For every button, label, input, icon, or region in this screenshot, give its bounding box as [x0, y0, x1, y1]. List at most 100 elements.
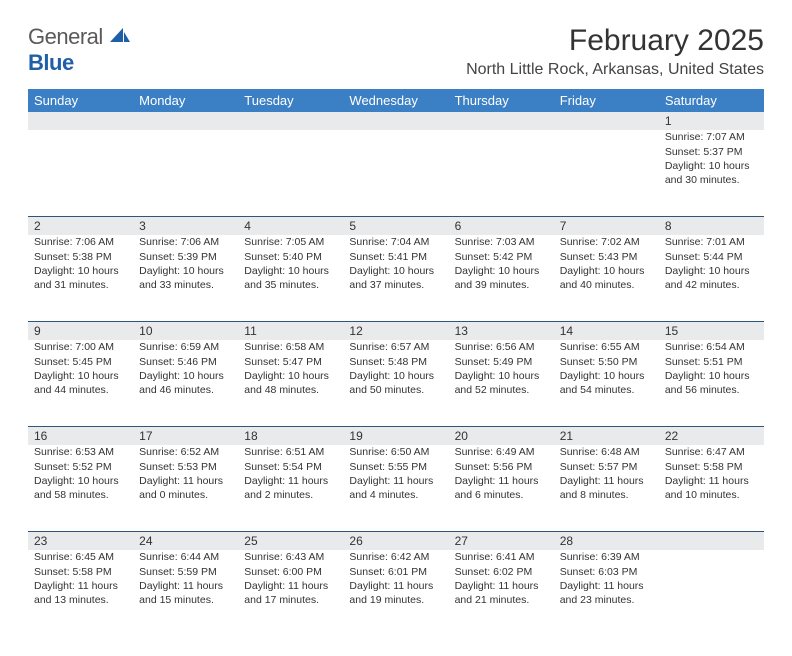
- day-number-cell: 17: [133, 426, 238, 445]
- sunset-line: Sunset: 5:58 PM: [665, 461, 758, 475]
- day-details: Sunrise: 6:42 AMSunset: 6:01 PMDaylight:…: [349, 551, 442, 608]
- sunrise-line: Sunrise: 7:03 AM: [455, 236, 548, 250]
- daynum-row: 232425262728: [28, 531, 764, 550]
- sunrise-line: Sunrise: 7:06 AM: [139, 236, 232, 250]
- day-number-cell: 18: [238, 426, 343, 445]
- sunset-line: Sunset: 5:58 PM: [34, 566, 127, 580]
- daylight-line: Daylight: 10 hours and 35 minutes.: [244, 265, 337, 292]
- day-number-cell: 4: [238, 216, 343, 235]
- title-block: February 2025 North Little Rock, Arkansa…: [466, 24, 764, 79]
- daylight-line: Daylight: 10 hours and 46 minutes.: [139, 370, 232, 397]
- day-body-cell: Sunrise: 6:54 AMSunset: 5:51 PMDaylight:…: [659, 340, 764, 426]
- day-body-cell: Sunrise: 7:07 AMSunset: 5:37 PMDaylight:…: [659, 130, 764, 216]
- sunset-line: Sunset: 5:51 PM: [665, 356, 758, 370]
- sunrise-line: Sunrise: 6:51 AM: [244, 446, 337, 460]
- day-body-cell: Sunrise: 6:56 AMSunset: 5:49 PMDaylight:…: [449, 340, 554, 426]
- daylight-line: Daylight: 10 hours and 48 minutes.: [244, 370, 337, 397]
- day-details: Sunrise: 7:02 AMSunset: 5:43 PMDaylight:…: [560, 236, 653, 293]
- day-body-cell: Sunrise: 7:04 AMSunset: 5:41 PMDaylight:…: [343, 235, 448, 321]
- sunset-line: Sunset: 5:57 PM: [560, 461, 653, 475]
- sunset-line: Sunset: 5:43 PM: [560, 251, 653, 265]
- sunset-line: Sunset: 5:50 PM: [560, 356, 653, 370]
- sunrise-line: Sunrise: 6:39 AM: [560, 551, 653, 565]
- day-number-cell: 24: [133, 531, 238, 550]
- day-number-cell: 5: [343, 216, 448, 235]
- day-body-cell: Sunrise: 6:53 AMSunset: 5:52 PMDaylight:…: [28, 445, 133, 531]
- day-body-cell: Sunrise: 6:47 AMSunset: 5:58 PMDaylight:…: [659, 445, 764, 531]
- daylight-line: Daylight: 10 hours and 52 minutes.: [455, 370, 548, 397]
- day-number-cell: [554, 112, 659, 130]
- daylight-line: Daylight: 11 hours and 17 minutes.: [244, 580, 337, 607]
- day-details: Sunrise: 6:53 AMSunset: 5:52 PMDaylight:…: [34, 446, 127, 503]
- week-row: Sunrise: 7:00 AMSunset: 5:45 PMDaylight:…: [28, 340, 764, 426]
- daylight-line: Daylight: 10 hours and 42 minutes.: [665, 265, 758, 292]
- daylight-line: Daylight: 10 hours and 33 minutes.: [139, 265, 232, 292]
- sunrise-line: Sunrise: 6:54 AM: [665, 341, 758, 355]
- day-number-cell: [343, 112, 448, 130]
- day-details: Sunrise: 7:06 AMSunset: 5:39 PMDaylight:…: [139, 236, 232, 293]
- weekday-header: Friday: [554, 89, 659, 112]
- day-body-cell: Sunrise: 6:57 AMSunset: 5:48 PMDaylight:…: [343, 340, 448, 426]
- weekday-header: Wednesday: [343, 89, 448, 112]
- day-details: Sunrise: 6:56 AMSunset: 5:49 PMDaylight:…: [455, 341, 548, 398]
- day-details: Sunrise: 7:06 AMSunset: 5:38 PMDaylight:…: [34, 236, 127, 293]
- week-row: Sunrise: 6:53 AMSunset: 5:52 PMDaylight:…: [28, 445, 764, 531]
- sunset-line: Sunset: 5:41 PM: [349, 251, 442, 265]
- day-body-cell: [554, 130, 659, 216]
- day-body-cell: Sunrise: 6:59 AMSunset: 5:46 PMDaylight:…: [133, 340, 238, 426]
- daynum-row: 16171819202122: [28, 426, 764, 445]
- day-details: Sunrise: 6:41 AMSunset: 6:02 PMDaylight:…: [455, 551, 548, 608]
- day-body-cell: Sunrise: 7:02 AMSunset: 5:43 PMDaylight:…: [554, 235, 659, 321]
- day-body-cell: Sunrise: 7:06 AMSunset: 5:38 PMDaylight:…: [28, 235, 133, 321]
- daylight-line: Daylight: 10 hours and 40 minutes.: [560, 265, 653, 292]
- day-number-cell: 10: [133, 321, 238, 340]
- weekday-header: Saturday: [659, 89, 764, 112]
- day-body-cell: Sunrise: 6:55 AMSunset: 5:50 PMDaylight:…: [554, 340, 659, 426]
- daylight-line: Daylight: 11 hours and 13 minutes.: [34, 580, 127, 607]
- week-row: Sunrise: 7:07 AMSunset: 5:37 PMDaylight:…: [28, 130, 764, 216]
- daylight-line: Daylight: 11 hours and 15 minutes.: [139, 580, 232, 607]
- weekday-header: Monday: [133, 89, 238, 112]
- weekday-header-row: SundayMondayTuesdayWednesdayThursdayFrid…: [28, 89, 764, 112]
- sunrise-line: Sunrise: 6:49 AM: [455, 446, 548, 460]
- day-body-cell: Sunrise: 6:52 AMSunset: 5:53 PMDaylight:…: [133, 445, 238, 531]
- day-body-cell: [343, 130, 448, 216]
- sunset-line: Sunset: 6:01 PM: [349, 566, 442, 580]
- day-body-cell: Sunrise: 7:00 AMSunset: 5:45 PMDaylight:…: [28, 340, 133, 426]
- daylight-line: Daylight: 11 hours and 6 minutes.: [455, 475, 548, 502]
- week-row: Sunrise: 6:45 AMSunset: 5:58 PMDaylight:…: [28, 550, 764, 636]
- daylight-line: Daylight: 10 hours and 58 minutes.: [34, 475, 127, 502]
- sunrise-line: Sunrise: 6:59 AM: [139, 341, 232, 355]
- sunset-line: Sunset: 5:37 PM: [665, 146, 758, 160]
- sail-icon: [110, 24, 130, 50]
- day-number-cell: [659, 531, 764, 550]
- day-details: Sunrise: 6:45 AMSunset: 5:58 PMDaylight:…: [34, 551, 127, 608]
- day-body-cell: Sunrise: 6:39 AMSunset: 6:03 PMDaylight:…: [554, 550, 659, 636]
- day-body-cell: Sunrise: 6:43 AMSunset: 6:00 PMDaylight:…: [238, 550, 343, 636]
- location-subtitle: North Little Rock, Arkansas, United Stat…: [466, 61, 764, 79]
- sunset-line: Sunset: 6:00 PM: [244, 566, 337, 580]
- daylight-line: Daylight: 11 hours and 23 minutes.: [560, 580, 653, 607]
- sunset-line: Sunset: 5:54 PM: [244, 461, 337, 475]
- sunrise-line: Sunrise: 6:42 AM: [349, 551, 442, 565]
- day-details: Sunrise: 6:44 AMSunset: 5:59 PMDaylight:…: [139, 551, 232, 608]
- day-number-cell: 16: [28, 426, 133, 445]
- day-number-cell: 26: [343, 531, 448, 550]
- day-details: Sunrise: 6:49 AMSunset: 5:56 PMDaylight:…: [455, 446, 548, 503]
- sunset-line: Sunset: 5:55 PM: [349, 461, 442, 475]
- day-number-cell: [28, 112, 133, 130]
- month-title: February 2025: [466, 24, 764, 57]
- daylight-line: Daylight: 10 hours and 56 minutes.: [665, 370, 758, 397]
- day-details: Sunrise: 6:52 AMSunset: 5:53 PMDaylight:…: [139, 446, 232, 503]
- day-number-cell: 15: [659, 321, 764, 340]
- daylight-line: Daylight: 10 hours and 30 minutes.: [665, 160, 758, 187]
- day-details: Sunrise: 6:51 AMSunset: 5:54 PMDaylight:…: [244, 446, 337, 503]
- weekday-header: Thursday: [449, 89, 554, 112]
- logo-text-right: Blue: [28, 50, 74, 75]
- day-details: Sunrise: 6:50 AMSunset: 5:55 PMDaylight:…: [349, 446, 442, 503]
- sunrise-line: Sunrise: 6:55 AM: [560, 341, 653, 355]
- daynum-row: 9101112131415: [28, 321, 764, 340]
- daylight-line: Daylight: 10 hours and 54 minutes.: [560, 370, 653, 397]
- day-body-cell: [659, 550, 764, 636]
- day-number-cell: 20: [449, 426, 554, 445]
